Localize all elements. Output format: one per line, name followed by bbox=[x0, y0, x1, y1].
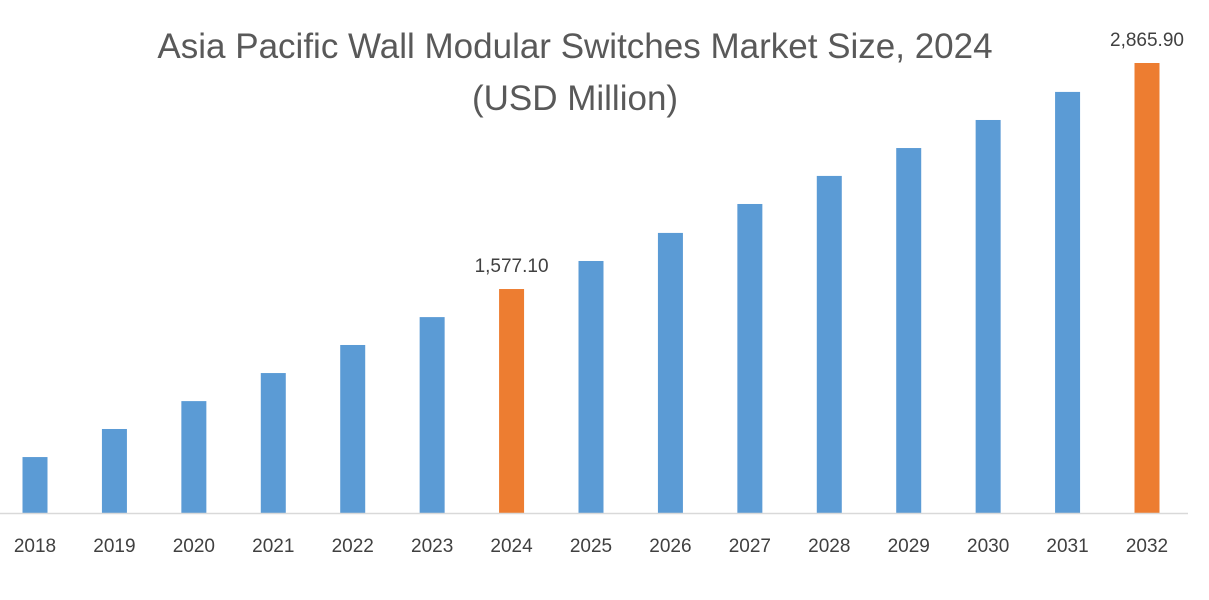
x-tick-label: 2030 bbox=[967, 536, 1009, 557]
bar-2023 bbox=[419, 317, 445, 513]
chart-subtitle: (USD Million) bbox=[472, 79, 678, 118]
x-tick-label: 2021 bbox=[252, 536, 294, 557]
chart-title: Asia Pacific Wall Modular Switches Marke… bbox=[157, 27, 992, 66]
data-label: 2,865.90 bbox=[1110, 30, 1184, 51]
bar-2027 bbox=[737, 203, 763, 513]
x-tick-label: 2018 bbox=[14, 536, 56, 557]
x-tick-label: 2032 bbox=[1126, 536, 1168, 557]
x-tick-label: 2020 bbox=[173, 536, 215, 557]
bar-2021 bbox=[260, 373, 286, 513]
x-tick-label: 2029 bbox=[888, 536, 930, 557]
bar-2032 bbox=[1134, 63, 1160, 513]
bar-2025 bbox=[578, 260, 604, 513]
bar-2022 bbox=[340, 344, 366, 513]
x-tick-label: 2031 bbox=[1046, 536, 1088, 557]
bar-2031 bbox=[1055, 91, 1081, 513]
x-tick-label: 2023 bbox=[411, 536, 453, 557]
x-tick-label: 2026 bbox=[649, 536, 691, 557]
bar-2020 bbox=[181, 401, 207, 513]
x-tick-label: 2028 bbox=[808, 536, 850, 557]
bar-2030 bbox=[975, 119, 1001, 513]
bar-2028 bbox=[816, 175, 842, 513]
x-tick-label: 2019 bbox=[93, 536, 135, 557]
bar-2024 bbox=[499, 289, 525, 513]
bar-2018 bbox=[22, 457, 48, 513]
bar-2029 bbox=[896, 148, 922, 513]
x-tick-label: 2027 bbox=[729, 536, 771, 557]
x-tick-label: 2025 bbox=[570, 536, 612, 557]
x-tick-label: 2024 bbox=[490, 536, 533, 557]
data-label: 1,577.10 bbox=[475, 256, 549, 277]
bar-2026 bbox=[657, 232, 683, 513]
x-tick-label: 2022 bbox=[332, 536, 374, 557]
bar-2019 bbox=[101, 428, 127, 513]
